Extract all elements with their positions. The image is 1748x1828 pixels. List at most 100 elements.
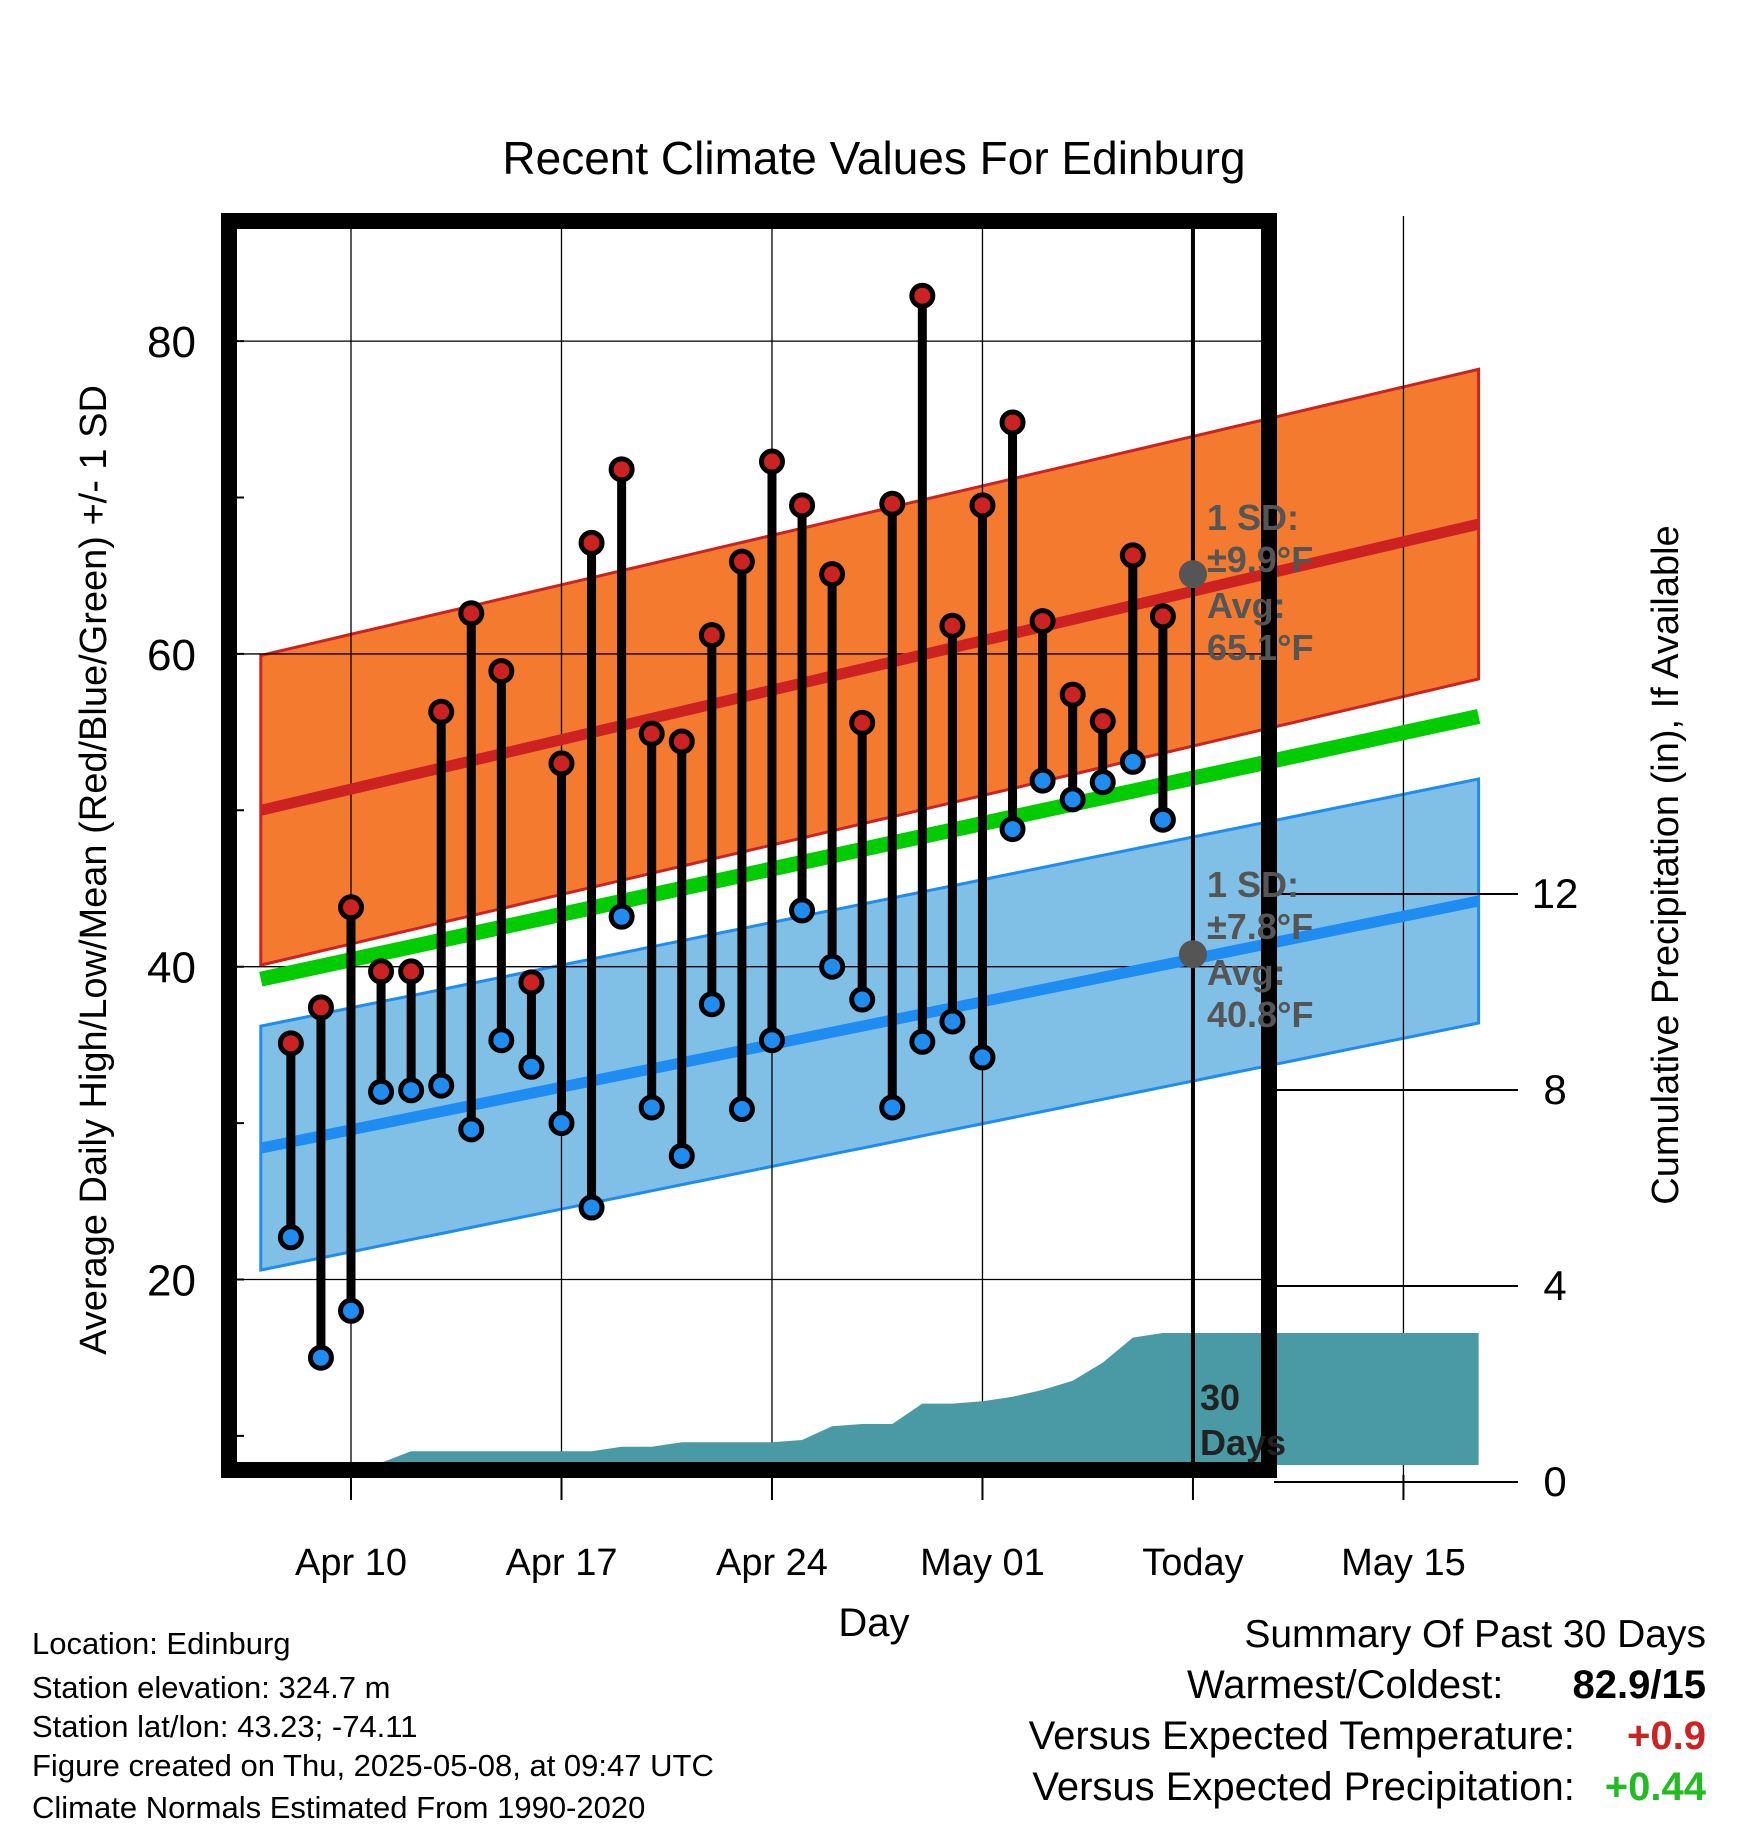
precipitation-area (260, 1333, 1479, 1465)
y-axis-label-right: Cumulative Precipitation (in), If Availa… (1645, 525, 1687, 1204)
summary-temp-row: Versus Expected Temperature: +0.9 (1029, 1711, 1706, 1762)
high-sd-value: ±9.9°F (1207, 539, 1313, 580)
daily-low-point (819, 953, 846, 980)
daily-low-point (368, 1078, 395, 1105)
daily-low-point (1089, 769, 1116, 796)
summary-temp-value: +0.9 (1627, 1714, 1706, 1758)
daily-high-point (338, 894, 364, 921)
today-low-avg-marker (1178, 940, 1207, 969)
daily-high-point (789, 492, 816, 519)
daily-high-point (548, 750, 575, 777)
daily-low-point (728, 1096, 755, 1123)
station-info: Location: Edinburg (32, 1626, 291, 1662)
daily-low-point (698, 991, 725, 1018)
daily-high-point (398, 958, 425, 985)
axes: Apr 10 Apr 17 Apr 24 May 01 Today May 15 20 4 0 6… (147, 318, 1578, 1584)
daily-low-point (1119, 748, 1146, 775)
today-high-avg-marker (1178, 560, 1207, 589)
precip-area (260, 1333, 1479, 1465)
low-sd-label: 1 SD: (1207, 864, 1299, 905)
daily-low-point (578, 1194, 605, 1221)
daily-high-point (307, 994, 334, 1021)
daily-high-point (1149, 603, 1176, 630)
annotations: 1 SD: ±9.9°F Avg: 65.1°F 1 SD: ±7.8°F Av… (1200, 497, 1313, 1463)
x-tick-label: Apr 24 (716, 1542, 828, 1584)
summary-warmest-label: Warmest/Coldest: (1187, 1663, 1504, 1707)
daily-high-point (428, 698, 455, 725)
low-avg-label: Avg: (1207, 952, 1286, 993)
info-normals: Climate Normals Estimated From 1990-2020 (32, 1790, 646, 1825)
daily-high-point (1059, 681, 1086, 708)
y-right-tick-label: 0 (1543, 1458, 1566, 1505)
daily-low-point (969, 1044, 996, 1071)
summary-precip-label: Versus Expected Precipitation: (1032, 1765, 1575, 1809)
y-right-tick-label: 12 (1532, 870, 1579, 917)
daily-low-point (999, 816, 1026, 843)
info-elevation: Station elevation: 324.7 m (32, 1670, 391, 1705)
daily-low-point (789, 897, 816, 924)
y-left-tick-label: 20 (147, 1257, 196, 1306)
daily-low-point (1149, 806, 1176, 833)
info-latlon: Station lat/lon: 43.23; -74.11 (32, 1709, 418, 1744)
daily-high-point (939, 612, 966, 639)
high-avg-value: 65.1°F (1207, 627, 1313, 668)
summary-warmest-value: 82.9/15 (1572, 1663, 1706, 1707)
daily-low-point (398, 1077, 425, 1104)
today-line (1178, 216, 1207, 1475)
daily-high-point (638, 720, 665, 747)
daily-low-point (428, 1072, 455, 1099)
station-info-created: Figure created on Thu, 2025-05-08, at 09… (32, 1748, 714, 1784)
chart-title: Recent Climate Values For Edinburg (502, 132, 1245, 184)
y-right-tick-label: 4 (1543, 1262, 1566, 1309)
x-tick-label: Today (1142, 1542, 1243, 1584)
daily-low-point (638, 1094, 665, 1121)
daily-low-point (307, 1344, 334, 1371)
daily-low-point (909, 1028, 936, 1055)
summary-heading: Summary Of Past 30 Days (1244, 1613, 1706, 1656)
x-tick-label: May 15 (1341, 1542, 1466, 1584)
low-avg-value: 40.8°F (1207, 994, 1313, 1035)
y-right-tick-label: 8 (1543, 1066, 1566, 1113)
daily-low-point (1059, 786, 1086, 813)
x-tick-label: Apr 17 (506, 1542, 618, 1584)
daily-high-point (458, 600, 485, 627)
summary-precip-row: Versus Expected Precipitation: +0.44 (1029, 1762, 1706, 1813)
daily-low-point (488, 1027, 515, 1054)
plot-frame (221, 213, 1277, 1478)
high-avg-label: Avg: (1207, 585, 1286, 626)
daily-high-point (608, 456, 635, 483)
days-number-label: 30 (1200, 1377, 1240, 1418)
daily-low-point (518, 1053, 545, 1080)
daily-low-point (1029, 767, 1056, 794)
station-info-latlon: Station lat/lon: 43.23; -74.11 (32, 1709, 417, 1745)
daily-low-point (608, 903, 635, 930)
daily-high-point (728, 548, 755, 575)
daily-high-point (368, 958, 395, 985)
daily-high-point (698, 622, 725, 649)
high-sd-label: 1 SD: (1207, 497, 1299, 538)
daily-low-point (849, 986, 876, 1013)
daily-low-point (879, 1094, 906, 1121)
daily-high-point (578, 529, 605, 556)
daily-high-point (1089, 708, 1116, 735)
daily-high-point (909, 282, 936, 309)
x-tick-label: May 01 (920, 1542, 1045, 1584)
summary-precip-value: +0.44 (1604, 1765, 1706, 1809)
daily-low-point (939, 1008, 966, 1035)
daily-high-point (819, 561, 846, 588)
daily-range-bars (277, 282, 1176, 1371)
daily-low-point (668, 1142, 695, 1169)
x-tick-label: Apr 10 (295, 1542, 407, 1584)
summary-warmest-row: Warmest/Coldest: 82.9/15 (1029, 1660, 1706, 1711)
daily-high-point (277, 1030, 304, 1057)
daily-high-point (668, 728, 695, 755)
daily-high-point (999, 409, 1026, 436)
daily-high-point (1029, 608, 1056, 635)
daily-low-point (758, 1027, 785, 1054)
plot-border (221, 213, 1277, 1478)
daily-high-point (969, 492, 996, 519)
daily-low-point (458, 1116, 485, 1143)
y-left-tick-label: 80 (147, 318, 196, 367)
x-axis-label: Day (838, 1601, 909, 1645)
y-axis-label-left: Average Daily High/Low/Mean (Red/Blue/Gr… (73, 385, 115, 1355)
